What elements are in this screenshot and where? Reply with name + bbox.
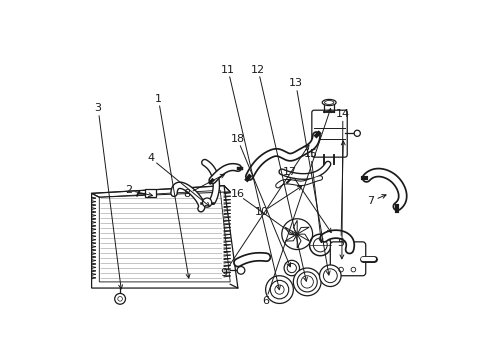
- FancyBboxPatch shape: [311, 110, 346, 157]
- FancyBboxPatch shape: [329, 242, 365, 276]
- Text: 14: 14: [335, 109, 349, 119]
- Text: 11: 11: [221, 64, 235, 75]
- Text: 8: 8: [183, 189, 190, 199]
- Text: 2: 2: [124, 185, 132, 195]
- Polygon shape: [285, 227, 297, 234]
- Text: 4: 4: [147, 153, 154, 163]
- Circle shape: [293, 268, 321, 296]
- Polygon shape: [297, 234, 301, 248]
- Polygon shape: [297, 234, 308, 241]
- Text: 12: 12: [250, 64, 264, 75]
- Polygon shape: [297, 227, 308, 234]
- Circle shape: [202, 198, 211, 207]
- Text: 13: 13: [288, 78, 302, 89]
- Text: 5: 5: [337, 238, 344, 248]
- Polygon shape: [293, 220, 297, 234]
- Ellipse shape: [322, 99, 335, 105]
- Circle shape: [284, 260, 299, 276]
- Text: 6: 6: [262, 296, 268, 306]
- Text: 17: 17: [283, 167, 297, 177]
- Circle shape: [319, 265, 341, 287]
- Circle shape: [309, 234, 330, 256]
- Text: 15: 15: [303, 149, 317, 159]
- Text: 16: 16: [230, 189, 244, 199]
- Text: 1: 1: [155, 94, 162, 104]
- Circle shape: [265, 276, 293, 303]
- Text: 9: 9: [220, 268, 227, 278]
- Text: 7: 7: [367, 196, 374, 206]
- Text: 3: 3: [94, 103, 102, 113]
- Circle shape: [115, 293, 125, 304]
- Circle shape: [353, 130, 360, 136]
- Polygon shape: [285, 234, 297, 241]
- Text: 10: 10: [254, 207, 268, 217]
- Text: 18: 18: [230, 134, 244, 144]
- Circle shape: [237, 266, 244, 274]
- Bar: [144, 189, 155, 197]
